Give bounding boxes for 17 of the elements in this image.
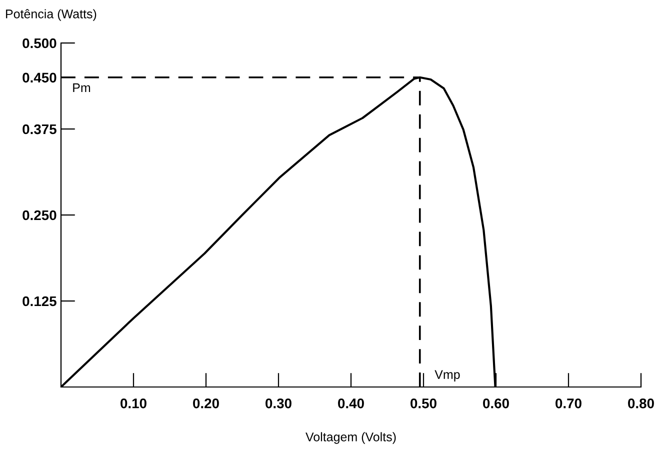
x-tick-label: 0.60 — [483, 398, 509, 408]
annotation: Vmp — [434, 370, 460, 382]
x-tick-label: 0.20 — [193, 398, 219, 408]
y-tick-label: 0.500 — [22, 38, 56, 48]
x-tick-label: 0.80 — [628, 398, 654, 408]
annotation: Pm — [73, 83, 90, 92]
x-tick-label: 0.40 — [338, 398, 364, 408]
x-tick-label: 0.70 — [556, 398, 582, 408]
y-tick-label: 0.450 — [22, 72, 56, 83]
y-tick-label: 0.125 — [22, 296, 56, 306]
x-tick-label: 0.50 — [410, 398, 436, 408]
y-tick-label: 0.250 — [22, 210, 56, 220]
x-tick-label: 0.10 — [120, 398, 146, 408]
y-tick-label: 0.375 — [22, 124, 56, 134]
x-axis-title: Voltagem (Volts) — [306, 432, 396, 444]
x-tick-label: 0.30 — [266, 398, 292, 408]
y-axis-title: Potência (Watts) — [6, 9, 96, 21]
